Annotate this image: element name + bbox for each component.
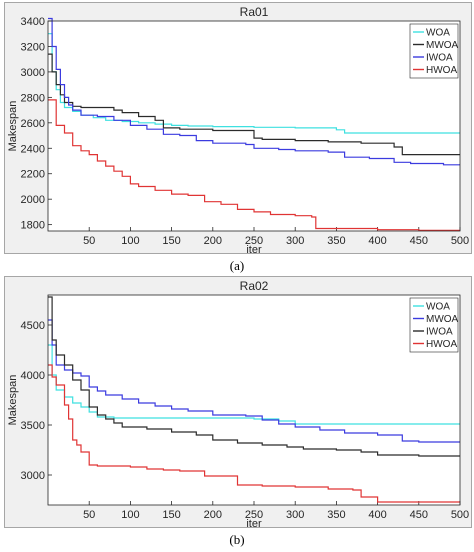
chart-b-legend-label-mwoa: MWOA: [426, 314, 459, 325]
chart-b-xtick-label: 400: [368, 509, 386, 521]
chart-b-xtick-label: 50: [83, 509, 95, 521]
chart-a-ytick-label: 2200: [21, 169, 45, 181]
chart-b-xtick-label: 350: [327, 509, 345, 521]
chart-a-frame: Ra01 50 100 150 200 250 300 350 400 450 500 1800 200…: [4, 2, 472, 256]
chart-a-xtick-label: 50: [83, 235, 95, 247]
chart-b-plot-area: [48, 295, 460, 505]
chart-b-xtick-label: 200: [204, 509, 222, 521]
chart-b-xtick-label: 300: [286, 509, 304, 521]
chart-a-ytick-label: 1800: [21, 220, 45, 232]
chart-b-ytick-label: 4000: [21, 370, 45, 382]
chart-a-ytick-label: 2400: [21, 143, 45, 155]
chart-b-title: Ra02: [240, 279, 269, 293]
chart-b-ytick-label: 3500: [21, 420, 45, 432]
chart-a-xtick-label: 300: [286, 235, 304, 247]
chart-b: Ra02 50 100 150 200 250 300 350 400 450 500 3000 350…: [7, 279, 469, 530]
chart-a-xtick-label: 200: [204, 235, 222, 247]
chart-a-xtick-label: 100: [121, 235, 139, 247]
chart-a-series-iwoa-line: [48, 17, 460, 166]
chart-a-ytick-label: 2600: [21, 118, 45, 130]
chart-a-xtick-label: 400: [368, 235, 386, 247]
chart-b-xtick-label: 500: [451, 509, 469, 521]
chart-a-xtick-label: 250: [245, 235, 263, 247]
chart-b-xtick-label: 100: [121, 509, 139, 521]
caption-a: (a): [229, 258, 245, 273]
chart-a-ytick-label: 2000: [21, 194, 45, 206]
chart-b-series-woa-line: [48, 344, 460, 425]
chart-b-ylabel: Makespan: [7, 375, 19, 426]
chart-b-ytick-label: 4500: [21, 320, 45, 332]
chart-a-series-hwoa-line: [48, 99, 460, 231]
chart-b-legend-label-woa: WOA: [426, 302, 450, 313]
chart-b-series-iwoa-line: [48, 296, 460, 457]
chart-a-ytick-label: 3200: [21, 41, 45, 53]
chart-b-axes-box: [47, 294, 461, 506]
chart-b-legend-label-hwoa: HWOA: [426, 339, 457, 350]
chart-a-xtick-label: 150: [162, 235, 180, 247]
chart-a-legend-label-mwoa: MWOA: [426, 40, 459, 51]
chart-a: Ra01 50 100 150 200 250 300 350 400 450 500 1800 200…: [7, 5, 469, 256]
chart-a-legend-label-woa: WOA: [426, 28, 450, 39]
chart-b-legend-label-iwoa: IWOA: [426, 327, 453, 338]
chart-a-xtick-label: 450: [410, 235, 428, 247]
chart-b-ytick-label: 3000: [21, 470, 45, 482]
chart-a-series-woa-line: [48, 33, 460, 134]
chart-a-title: Ra01: [240, 5, 269, 19]
chart-b-xtick-label: 150: [162, 509, 180, 521]
chart-b-series-hwoa-line: [48, 364, 460, 503]
chart-b-xtick-label: 250: [245, 509, 263, 521]
chart-a-xtick-label: 500: [451, 235, 469, 247]
caption-b: (b): [229, 532, 245, 547]
chart-a-axes-box: [47, 20, 461, 232]
chart-a-xtick-label: 350: [327, 235, 345, 247]
chart-a-ytick-label: 3400: [21, 16, 45, 28]
chart-a-ytick-label: 2800: [21, 92, 45, 104]
chart-a-legend-label-hwoa: HWOA: [426, 65, 457, 76]
chart-b-xlabel: iter: [246, 518, 262, 527]
chart-a-ytick-label: 3000: [21, 67, 45, 79]
chart-b-xtick-label: 450: [410, 509, 428, 521]
chart-a-ylabel: Makespan: [7, 101, 19, 152]
chart-b-frame: Ra02 50 100 150 200 250 300 350 400 450 500 3000 350…: [4, 276, 472, 530]
chart-a-xlabel: iter: [246, 244, 262, 253]
chart-a-legend-label-iwoa: IWOA: [426, 53, 453, 64]
